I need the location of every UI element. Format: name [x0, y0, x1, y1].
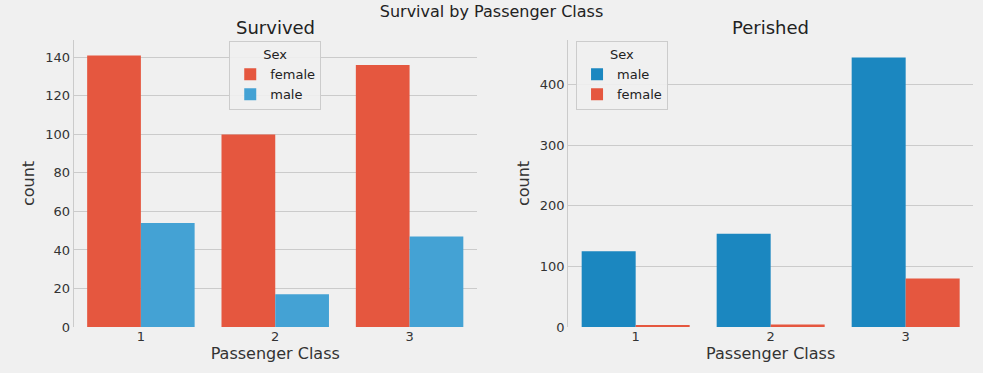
- svg-text:male: male: [617, 67, 649, 82]
- svg-text:Survived: Survived: [236, 17, 315, 38]
- svg-text:200: 200: [540, 198, 565, 213]
- svg-text:female: female: [270, 67, 315, 82]
- svg-text:male: male: [270, 87, 302, 102]
- svg-text:2: 2: [767, 329, 775, 344]
- svg-text:60: 60: [54, 204, 71, 219]
- svg-text:Survival by Passenger Class: Survival by Passenger Class: [380, 2, 603, 21]
- svg-text:count: count: [514, 161, 533, 206]
- svg-text:0: 0: [62, 320, 70, 335]
- svg-text:40: 40: [54, 243, 71, 258]
- svg-text:300: 300: [540, 138, 565, 153]
- svg-text:count: count: [19, 161, 38, 206]
- svg-text:Passenger Class: Passenger Class: [706, 344, 835, 363]
- svg-text:2: 2: [271, 329, 279, 344]
- svg-text:1: 1: [632, 329, 640, 344]
- svg-text:400: 400: [540, 77, 565, 92]
- svg-text:3: 3: [405, 329, 413, 344]
- svg-text:Passenger Class: Passenger Class: [211, 344, 340, 363]
- svg-text:Perished: Perished: [732, 17, 809, 38]
- svg-text:100: 100: [45, 127, 70, 142]
- svg-text:0: 0: [556, 320, 564, 335]
- svg-text:140: 140: [45, 50, 70, 65]
- svg-text:80: 80: [54, 165, 71, 180]
- svg-text:120: 120: [45, 88, 70, 103]
- svg-text:Sex: Sex: [610, 47, 634, 62]
- svg-text:3: 3: [902, 329, 910, 344]
- svg-text:Sex: Sex: [263, 47, 287, 62]
- svg-text:1: 1: [137, 329, 145, 344]
- svg-text:female: female: [617, 87, 662, 102]
- svg-text:100: 100: [540, 259, 565, 274]
- svg-text:20: 20: [54, 281, 71, 296]
